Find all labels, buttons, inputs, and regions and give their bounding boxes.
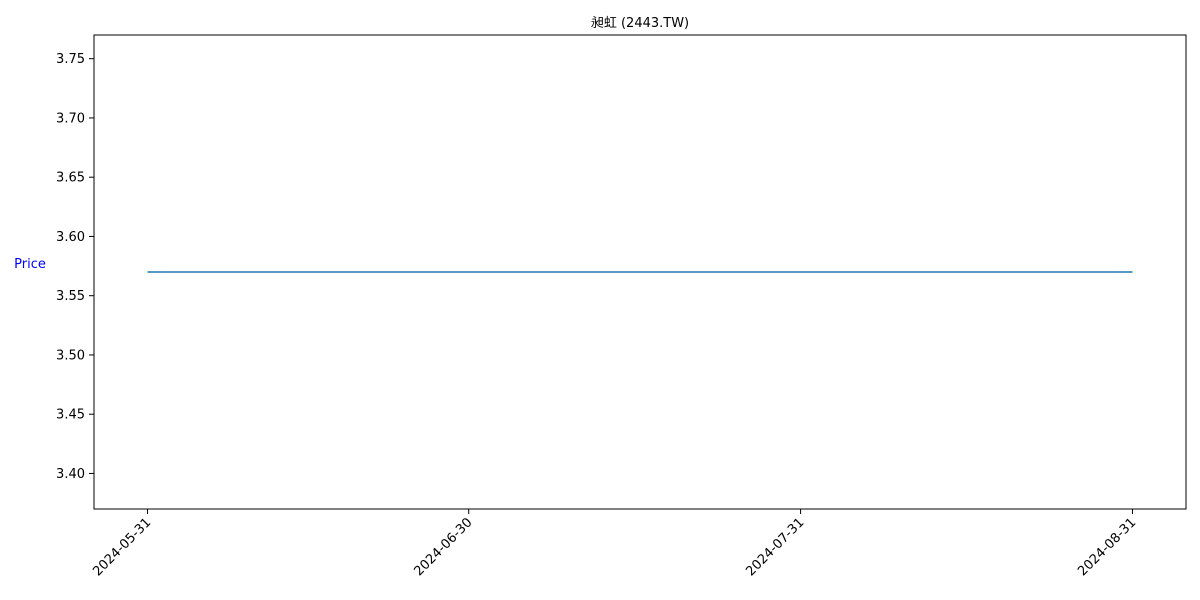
- y-tick-label-6: 3.70: [56, 111, 85, 126]
- plot-area: [93, 34, 1187, 510]
- y-tick-label-7: 3.75: [56, 52, 85, 67]
- x-tick-label-2: 2024-07-31: [743, 515, 807, 579]
- x-axis: 2024-05-31 2024-06-30 2024-07-31 2024-08-31: [90, 509, 1139, 579]
- x-tick-label-3: 2024-08-31: [1075, 515, 1139, 579]
- y-axis: 3.40 3.45 3.50 3.55 3.60 3.65 3.70 3.75: [56, 52, 94, 482]
- y-tick-label-5: 3.65: [56, 171, 85, 186]
- y-tick-label-2: 3.50: [56, 348, 85, 363]
- x-tick-label-1: 2024-06-30: [411, 515, 475, 579]
- y-tick-label-3: 3.55: [56, 289, 85, 304]
- y-tick-label-1: 3.45: [56, 408, 85, 423]
- y-tick-label-0: 3.40: [56, 467, 85, 482]
- x-tick-label-0: 2024-05-31: [90, 515, 154, 579]
- y-tick-label-4: 3.60: [56, 230, 85, 245]
- y-axis-label: Price: [14, 257, 46, 272]
- chart-title: 昶虹 (2443.TW): [591, 16, 689, 31]
